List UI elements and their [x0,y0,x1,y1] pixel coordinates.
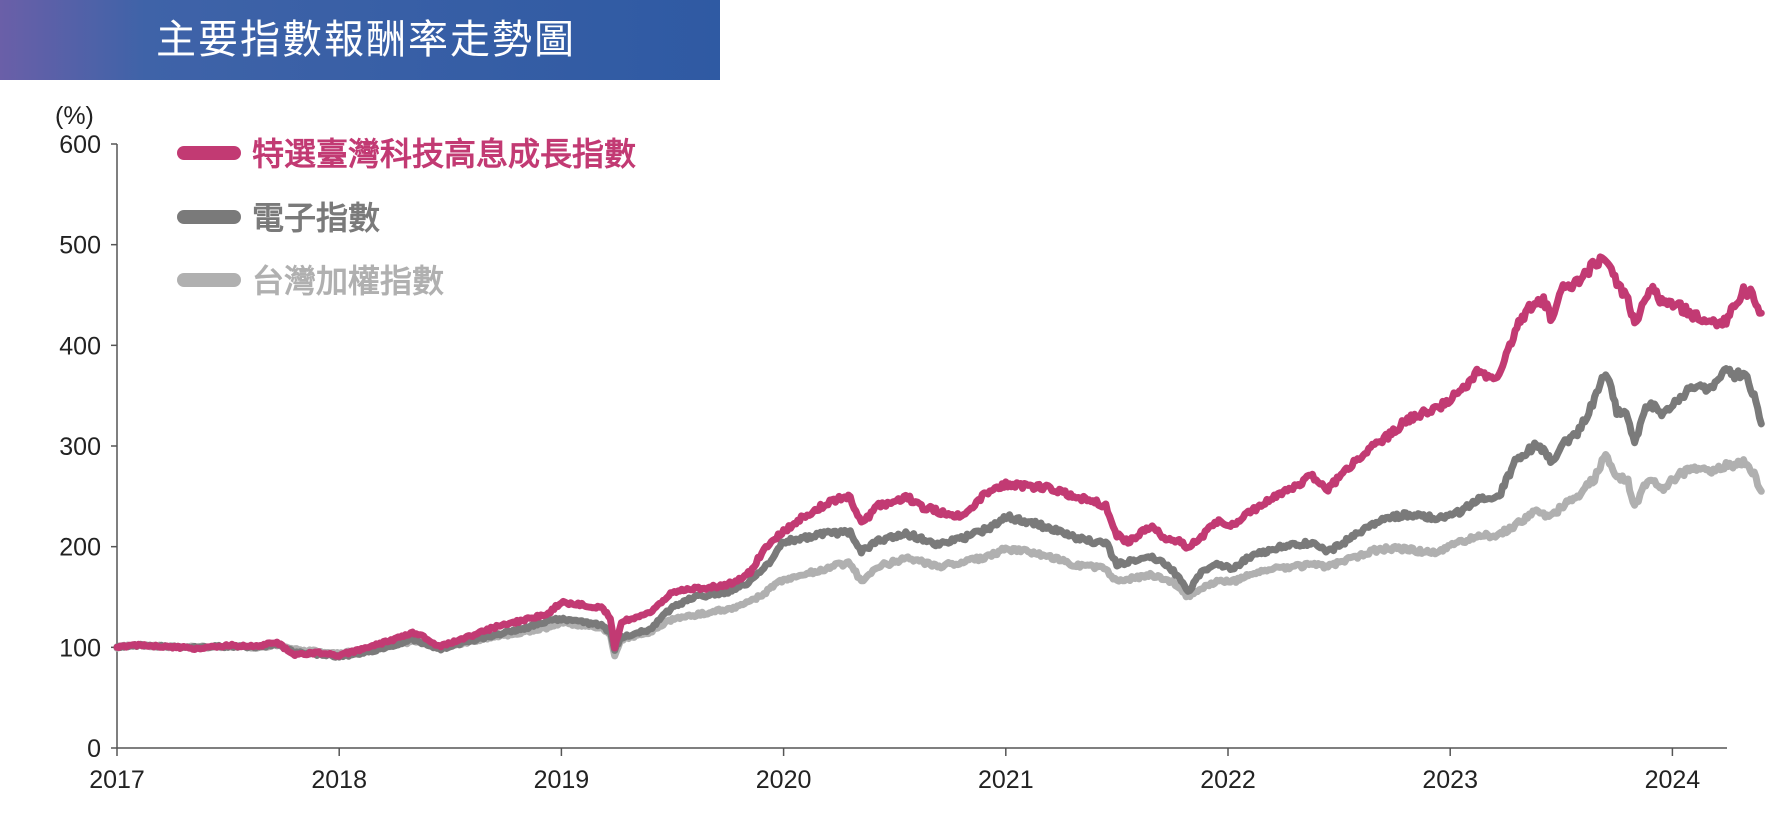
x-tick-label: 2023 [1422,766,1478,794]
y-tick-label: 100 [59,634,101,662]
series-line-3 [113,451,1765,660]
plot-area [113,253,1765,661]
series-line-1 [113,253,1765,660]
y-axis-unit: (%) [55,102,94,130]
chart-axes: (%) 0 100 200 300 400 500 600 2017 2018 2019 2020 20… [55,102,1727,794]
x-tick-label: 2021 [978,766,1034,794]
y-tick-label: 0 [87,735,101,763]
series-line-2 [113,365,1765,661]
y-tick-label: 500 [59,232,101,260]
chart-title: 主要指數報酬率走勢圖 [156,17,576,63]
legend-label-2: 電子指數 [252,199,380,237]
x-tick-label: 2018 [311,766,367,794]
y-tick-label: 200 [59,534,101,562]
x-tick-label: 2022 [1200,766,1256,794]
x-tick-label: 2017 [89,766,145,794]
y-tick-label: 300 [59,433,101,461]
title-banner: 主要指數報酬率走勢圖 [0,0,720,80]
x-tick-label: 2019 [534,766,590,794]
y-tick-label: 600 [59,131,101,159]
legend-label-1: 特選臺灣科技高息成長指數 [252,135,636,173]
legend-label-3: 台灣加權指數 [252,262,444,300]
y-tick-label: 400 [59,332,101,360]
x-tick-label: 2024 [1645,766,1701,794]
x-tick-label: 2020 [756,766,812,794]
